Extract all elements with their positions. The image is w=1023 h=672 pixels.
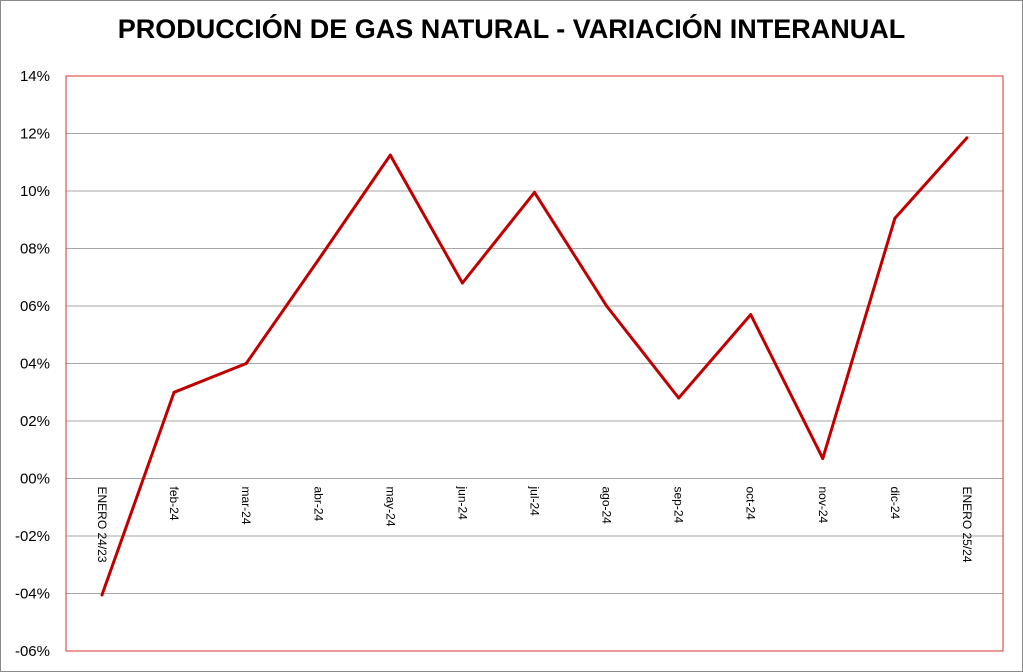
x-tick-label: jun-24 <box>455 486 469 521</box>
x-tick-label: ago-24 <box>600 487 614 525</box>
data-point <box>677 396 681 400</box>
y-tick-label: 10% <box>20 183 50 200</box>
data-point <box>244 362 248 365</box>
x-tick-label: dic-24 <box>888 487 902 520</box>
data-point <box>749 313 753 317</box>
y-tick-label: 08% <box>20 241 50 258</box>
x-tick-label: oct-24 <box>744 487 758 521</box>
data-point <box>388 153 392 157</box>
data-point <box>893 216 897 220</box>
y-tick-label: 00% <box>20 471 50 488</box>
y-tick-label: 02% <box>20 413 50 430</box>
chart-title: PRODUCCIÓN DE GAS NATURAL - VARIACIÓN IN… <box>117 14 906 44</box>
gridlines <box>66 133 1003 594</box>
y-tick-label: -04% <box>15 586 50 603</box>
x-tick-label: abr-24 <box>311 487 325 522</box>
plot-area <box>65 75 1004 652</box>
data-point <box>100 593 104 597</box>
x-tick-label: jul-24 <box>528 486 542 517</box>
x-tick-label: ENERO 25/24 <box>960 487 974 563</box>
data-point <box>172 390 176 394</box>
x-tick-label: nov-24 <box>816 487 830 524</box>
x-tick-label: may-24 <box>383 487 397 527</box>
y-tick-label: 12% <box>20 126 50 143</box>
y-tick-label: -02% <box>15 528 50 545</box>
y-axis-ticks: 14% 12% 10% 08% 06% 04% 02% 00% -02% -04% -06% <box>15 68 50 660</box>
series-line <box>100 136 969 596</box>
data-point <box>965 136 969 140</box>
x-tick-label: sep-24 <box>672 487 686 524</box>
data-point <box>821 456 825 460</box>
y-tick-label: 06% <box>20 298 50 315</box>
data-point <box>316 258 320 262</box>
data-point <box>460 281 464 285</box>
data-point <box>605 304 609 308</box>
y-tick-label: -06% <box>15 643 50 660</box>
series-lines <box>100 136 969 597</box>
x-tick-label: ENERO 24/23 <box>95 487 109 563</box>
data-point <box>533 190 536 194</box>
y-tick-label: 14% <box>20 68 50 85</box>
x-axis-ticks: ENERO 24/23 feb-24 mar-24 abr-24 may-24 jun-2… <box>95 486 974 563</box>
y-tick-label: 04% <box>20 356 50 373</box>
x-tick-label: feb-24 <box>167 487 181 521</box>
x-tick-label: mar-24 <box>239 487 253 525</box>
